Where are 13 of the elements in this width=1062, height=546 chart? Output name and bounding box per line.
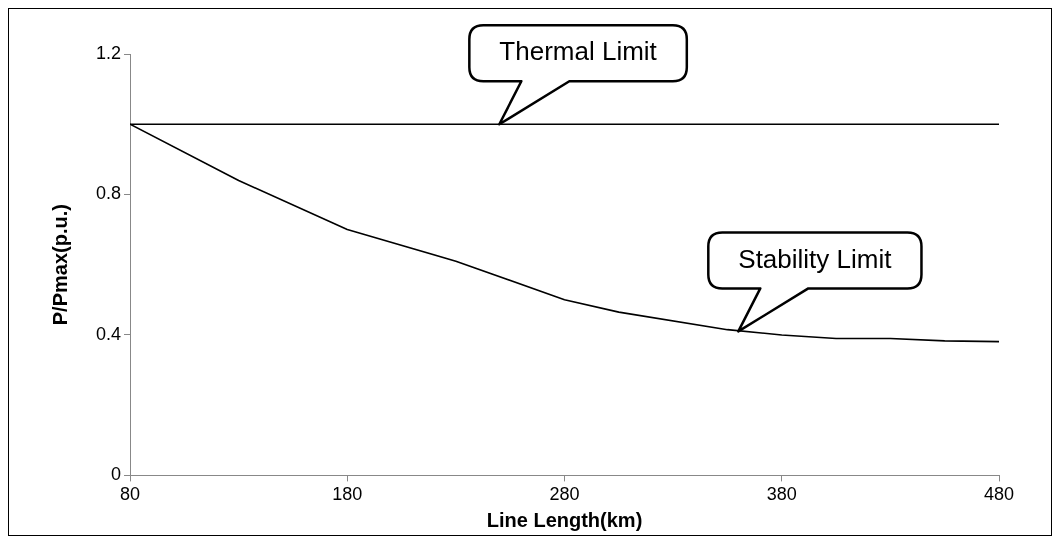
y-axis-title: P/Pmax(p.u.)	[48, 204, 71, 326]
y-tick-label: 1.2	[95, 42, 122, 63]
x-tick-label: 380	[766, 484, 797, 505]
y-tick-label: 0	[111, 464, 122, 485]
x-tick-label: 480	[983, 484, 1015, 505]
x-tick-label: 180	[332, 484, 363, 505]
annotation: Thermal Limit	[499, 36, 658, 67]
x-axis-title: Line Length(km)	[486, 508, 643, 531]
y-tick-label: 0.8	[95, 183, 122, 204]
y-tick-label: 0.4	[95, 323, 122, 344]
x-tick-label: 80	[120, 484, 141, 505]
x-tick-label: 280	[549, 484, 580, 505]
annotation: Stability Limit	[738, 243, 893, 274]
